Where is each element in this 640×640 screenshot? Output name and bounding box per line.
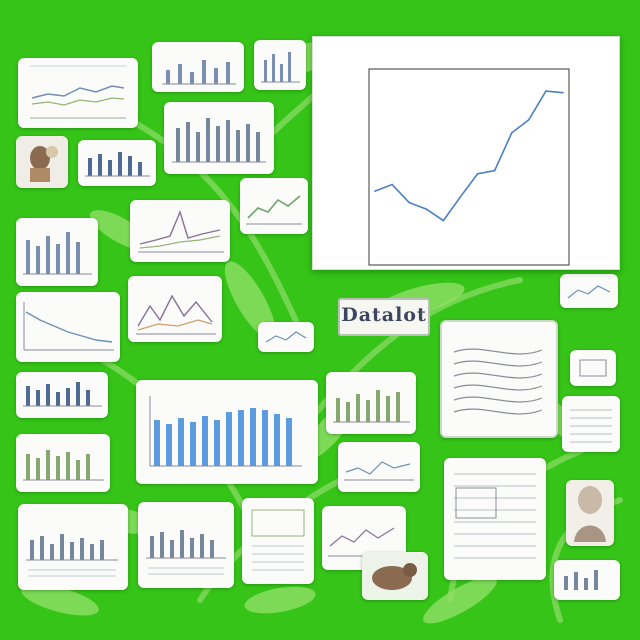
thumbnail-text-panel [242, 498, 314, 584]
thumbnail-bar-chart-graphic [23, 450, 104, 481]
data-point [425, 208, 428, 210]
data-point [374, 190, 376, 192]
thumbnail-line-chart-graphic [30, 65, 126, 119]
thumbnail-bar-chart-1 [152, 42, 244, 92]
data-point [528, 118, 530, 121]
thumbnail-document-graphic [454, 473, 536, 559]
thumbnail-decay-chart [16, 292, 120, 362]
thumbnail-bar-chart-8 [16, 434, 110, 492]
figure-illustration-graphic [574, 486, 606, 542]
data-point [459, 196, 462, 198]
thumbnail-line-chart-1 [18, 58, 138, 128]
thumbnail-bar-chart-graphic [23, 232, 92, 275]
thumbnail-small-chart-4 [554, 560, 620, 600]
thumbnail-small-chart-3 [570, 350, 616, 386]
thumbnail-wave-lines [440, 320, 558, 438]
thumbnail-decay-chart-graphic [23, 302, 114, 351]
illustration-figure-2 [566, 480, 614, 546]
thumbnail-bar-chart-2 [254, 40, 306, 90]
thumbnail-bar-chart-3 [78, 140, 156, 186]
signboard-text: Datalot [341, 304, 427, 326]
thumbnail-table [562, 396, 620, 452]
thumbnail-line-chart-2 [130, 200, 230, 262]
thumbnail-bar-chart-graphic [261, 52, 300, 83]
thumbnail-text-panel-graphic [251, 509, 305, 571]
data-point [408, 201, 410, 204]
thumbnail-large-bar-chart-graphic [149, 396, 302, 467]
main-line-chart-card [312, 36, 620, 270]
data-point [562, 91, 564, 94]
thumbnail-line-chart-3 [240, 178, 308, 234]
thumbnail-wave-lines-graphic [453, 348, 543, 415]
thumbnail-large-bar-chart [136, 380, 318, 484]
thumbnail-small-chart-graphic [265, 331, 307, 343]
thumbnail-document [444, 458, 546, 580]
thumbnail-bar-chart-graphic [23, 382, 102, 407]
plot-area [368, 68, 570, 266]
illustration-animal [362, 552, 428, 600]
data-point [493, 169, 496, 172]
thumbnail-bar-chart-graphic [146, 530, 226, 575]
data-point [391, 183, 393, 186]
thumbnail-line-chart-graphic [344, 461, 414, 481]
signboard: Datalot [338, 298, 430, 336]
thumbnail-line-chart-graphic [136, 294, 216, 335]
illustration-figure-1 [16, 136, 68, 188]
thumbnail-bar-chart-graphic [172, 118, 266, 163]
thumbnail-small-chart-graphic [567, 285, 611, 299]
thumbnail-bar-chart-4 [164, 102, 274, 174]
data-point [442, 219, 445, 222]
thumbnail-small-chart-2 [560, 274, 618, 308]
thumbnail-bar-chart-graphic [85, 152, 150, 177]
thumbnail-line-chart-5 [338, 442, 420, 492]
figure-illustration-graphic [30, 146, 58, 182]
thumbnail-bar-chart-9 [18, 504, 128, 590]
thumbnail-bar-chart-7 [326, 372, 416, 434]
series-line [374, 90, 564, 222]
thumbnail-bar-chart-graphic [162, 60, 236, 85]
data-point [476, 173, 479, 175]
thumbnail-line-chart-graphic [138, 209, 224, 253]
data-point [510, 132, 513, 134]
thumbnail-bar-chart-5 [16, 218, 98, 286]
data-point [545, 90, 547, 92]
thumbnail-line-chart-graphic [246, 195, 302, 225]
thumbnail-small-chart-graphic [564, 570, 598, 590]
thumbnail-small-chart [258, 322, 314, 352]
thumbnail-bar-chart-10 [138, 502, 234, 588]
thumbnail-bar-chart-6 [16, 372, 108, 418]
thumbnail-table-graphic [570, 409, 612, 443]
main-line-chart [368, 68, 570, 266]
thumbnail-small-chart-graphic [579, 359, 607, 377]
animal-illustration-graphic [372, 563, 417, 590]
thumbnail-bar-chart-graphic [26, 534, 118, 577]
thumbnail-bar-chart-graphic [333, 390, 410, 423]
thumbnail-line-chart-4 [128, 276, 222, 342]
